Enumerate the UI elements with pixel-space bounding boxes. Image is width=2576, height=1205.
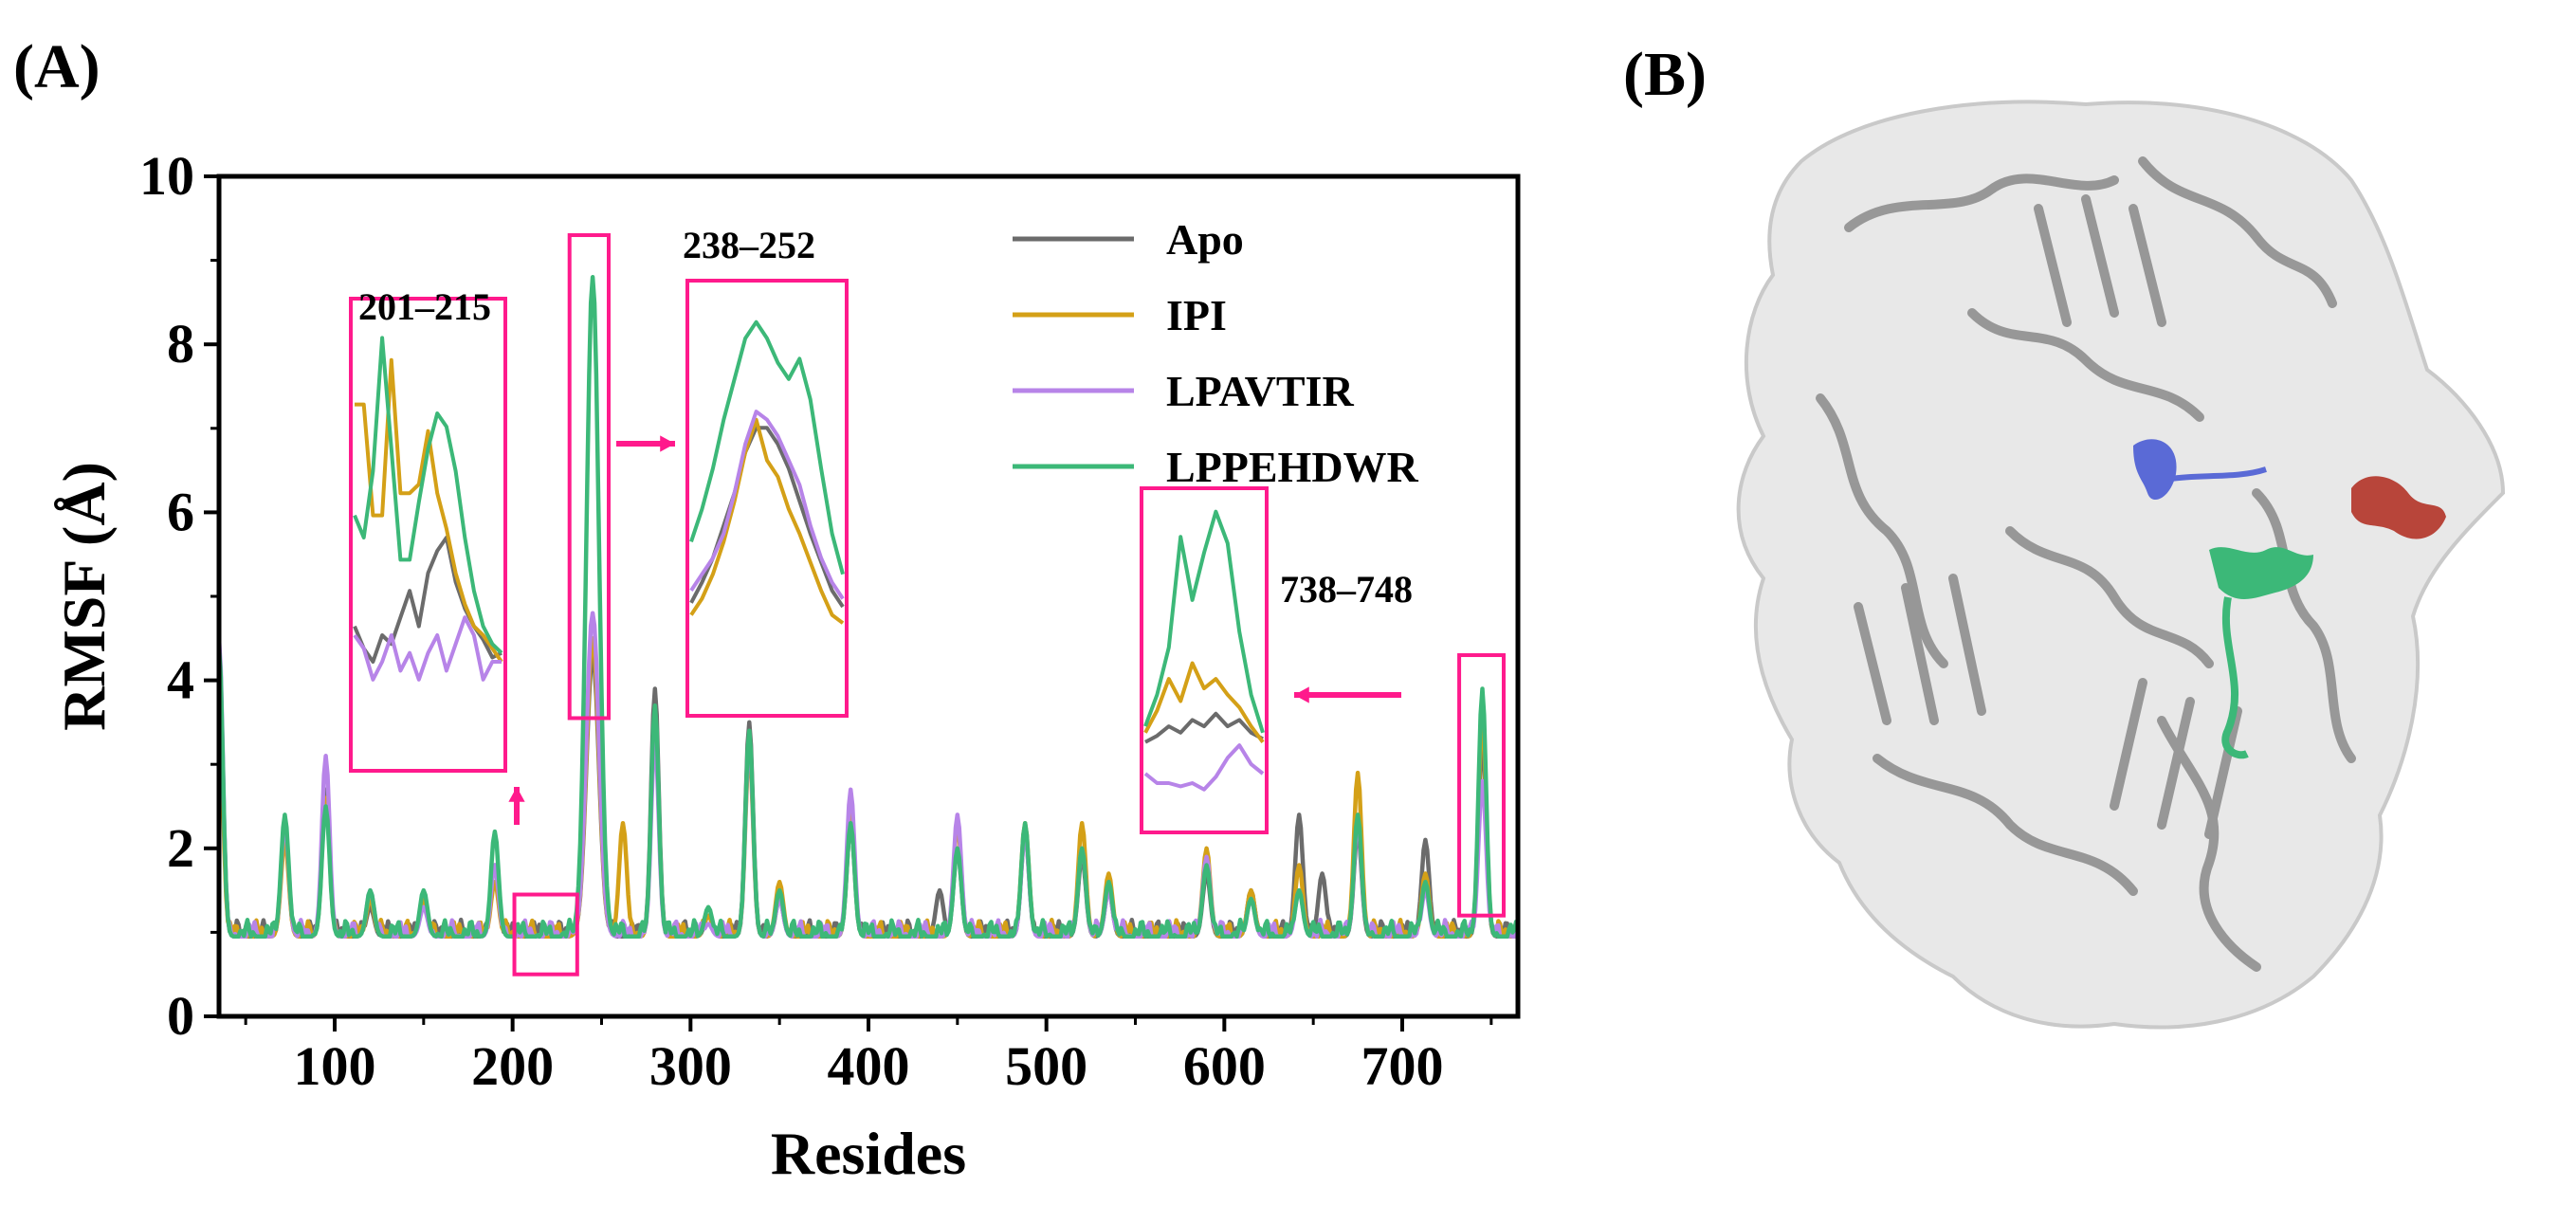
inset-line-lppehdwr xyxy=(1143,509,1265,734)
arrow-201-215-head xyxy=(508,787,525,802)
x-axis-title: Resides xyxy=(771,1120,966,1187)
legend-label-lpavtir: LPAVTIR xyxy=(1166,367,1354,415)
inset-line-lpavtir xyxy=(689,410,845,600)
ribbon-1 xyxy=(1844,173,2119,232)
inset-frame xyxy=(685,279,849,718)
highlight-box-738-748 xyxy=(1457,653,1506,918)
inset-layer xyxy=(349,279,1269,834)
arrow-738-748-head xyxy=(1294,686,1309,703)
inset-line-ipi xyxy=(689,417,845,625)
y-axis-title: RMSF (Å) xyxy=(50,462,118,731)
panel-a-label: (A) xyxy=(13,32,100,101)
inset-line-apo xyxy=(1144,711,1264,744)
ribbon-4 xyxy=(1967,308,2204,422)
legend-label-ipi: IPI xyxy=(1166,291,1227,339)
inset-r201 xyxy=(349,297,507,773)
ribbon-3 xyxy=(1816,393,1948,668)
annotation-label-r738: 738–748 xyxy=(1280,568,1413,611)
arrow-201-215 xyxy=(508,787,525,825)
x-tick-label: 600 xyxy=(1183,1035,1266,1097)
panel-b-label: (B) xyxy=(1623,40,1707,109)
inset-line-ipi xyxy=(1143,661,1265,743)
legend-label-lppehdwr: LPPEHDWR xyxy=(1166,443,1419,491)
highlight-box-201-215 xyxy=(512,892,579,977)
x-tick-label: 100 xyxy=(293,1035,375,1097)
rmsf-chart: 100 200 300 400 500 600 700 0 2 4 6 8 10 Resides RMS… xyxy=(50,145,1521,1187)
annotation-label-r201: 201–215 xyxy=(358,285,491,328)
arrow-238-252 xyxy=(616,435,675,452)
legend: Apo IPI LPAVTIR LPPEHDWR xyxy=(1013,215,1419,491)
ribbon-5 xyxy=(2252,488,2356,763)
blue-loop xyxy=(2170,466,2267,482)
inset-line-lppehdwr xyxy=(689,320,845,575)
inset-frame xyxy=(349,297,507,773)
series-layer xyxy=(216,275,1521,940)
ribbon-6 xyxy=(1873,754,2138,896)
x-tick-label: 200 xyxy=(471,1035,554,1097)
x-tick-label: 400 xyxy=(828,1035,910,1097)
inset-r238 xyxy=(685,279,849,718)
y-tick-label: 10 xyxy=(139,145,194,207)
strands-2 xyxy=(2034,194,2166,327)
ribbon-8 xyxy=(2005,526,2214,668)
axis-layer: 100 200 300 400 500 600 700 0 2 4 6 8 10 xyxy=(139,145,1493,1097)
ribbon-7 xyxy=(2157,716,2261,972)
strands-3 xyxy=(2110,678,2242,839)
x-tick-label: 500 xyxy=(1005,1035,1087,1097)
inset-line-ipi xyxy=(355,357,503,664)
arrow-238-252-head xyxy=(660,435,675,452)
inset-line-lpavtir xyxy=(353,615,502,682)
highlight-box-238-252 xyxy=(567,233,612,721)
y-tick-label: 6 xyxy=(167,481,194,542)
y-tick-label: 4 xyxy=(167,649,194,711)
y-tick-label: 0 xyxy=(167,985,194,1047)
protein-cartoon xyxy=(1816,156,2356,972)
x-tick-label: 700 xyxy=(1361,1035,1444,1097)
y-tick-label: 2 xyxy=(167,817,194,879)
green-helix xyxy=(2209,547,2313,599)
inset-line-lpavtir xyxy=(1143,743,1265,792)
highlight-layer xyxy=(508,233,1506,977)
arrow-738-748 xyxy=(1294,686,1401,703)
x-tick-label: 300 xyxy=(649,1035,732,1097)
red-region xyxy=(2351,476,2446,539)
inset-frame xyxy=(1140,486,1269,834)
series-line-lppehdwr xyxy=(216,275,1521,940)
y-tick-label: 8 xyxy=(167,313,194,374)
legend-label-apo: Apo xyxy=(1166,215,1244,264)
strands-1 xyxy=(1854,574,1986,725)
ribbon-2 xyxy=(2138,156,2337,308)
inset-line-lppehdwr xyxy=(353,336,503,655)
green-loop xyxy=(2221,596,2249,759)
annotation-layer: 201–215 238–252 738–748 xyxy=(358,224,1413,611)
blue-region xyxy=(2133,439,2177,501)
protein-structure-image xyxy=(1736,100,2506,1030)
annotation-label-r238: 238–252 xyxy=(683,224,815,266)
inset-r738 xyxy=(1140,486,1269,834)
protein-surface xyxy=(1736,100,2506,1030)
